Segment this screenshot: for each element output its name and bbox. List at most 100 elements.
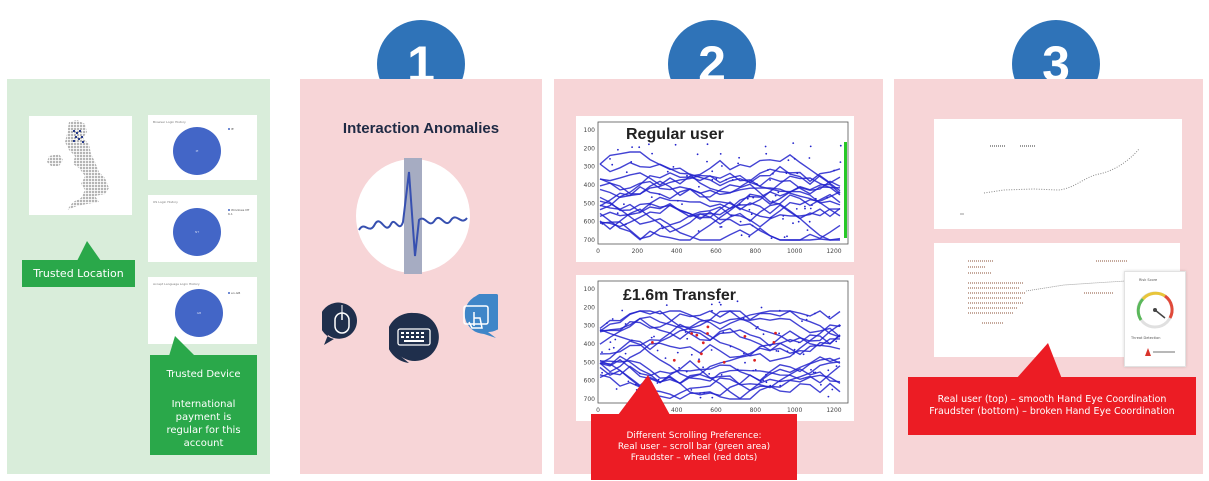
trace-point: [609, 158, 611, 160]
trace-point: [730, 214, 733, 217]
trace-point: [796, 186, 799, 189]
y-tick-label: 700: [584, 396, 596, 403]
wheel-scroll-point: [774, 331, 777, 335]
trace-point: [754, 369, 757, 371]
trace-point: [738, 156, 740, 159]
trace-point: [638, 146, 641, 149]
x-tick-label: 1000: [787, 407, 802, 414]
trace-point: [729, 345, 732, 348]
trace-point: [677, 199, 679, 202]
trace-point: [808, 157, 811, 159]
scroll-trace: [599, 340, 841, 384]
trace-point: [740, 234, 743, 237]
trace-point: [736, 300, 739, 303]
trace-point: [625, 223, 627, 226]
trace-point: [736, 368, 739, 371]
trace-point: [699, 392, 701, 395]
scroll-trace: [599, 175, 841, 233]
trace-point: [621, 309, 624, 312]
wheel-scroll-point: [700, 352, 703, 356]
callout-line: Real user (top) – smooth Hand Eye Coordi…: [937, 394, 1167, 405]
regular-user-plot: 0 200 400 600 800 1000 1200 100 200 300 400 500 600 7…: [576, 116, 854, 262]
trace-point: [625, 171, 628, 174]
y-tick-label: 300: [584, 164, 596, 171]
wheel-scroll-point: [695, 333, 699, 337]
trace-point: [755, 183, 758, 185]
x-tick-label: 400: [671, 248, 683, 255]
trace-point: [711, 309, 713, 312]
trace-point: [696, 153, 699, 156]
trace-point: [805, 318, 808, 321]
trace-point: [706, 160, 708, 163]
trace-point: [706, 143, 709, 146]
trace-point: [782, 218, 784, 220]
trace-point: [777, 350, 780, 353]
trace-point: [814, 371, 817, 374]
trace-point: [678, 367, 680, 369]
trace-point: [810, 368, 812, 371]
mouse-icon: [322, 302, 357, 345]
trace-point: [769, 179, 771, 181]
trace-point: [725, 178, 728, 181]
threat-alert-icon: [1145, 348, 1151, 356]
scroll-trace: [599, 317, 840, 347]
scrolling-preference-callout: Different Scrolling Preference: Real use…: [591, 414, 797, 480]
wheel-scroll-point: [651, 341, 654, 344]
trace-point: [674, 143, 677, 146]
trace-point: [738, 203, 741, 206]
wheel-scroll-point: [701, 341, 705, 345]
trace-point: [606, 322, 608, 324]
card-title: Browser Login History: [153, 120, 186, 124]
trace-point: [722, 331, 725, 334]
trace-point: [684, 331, 687, 333]
trace-point: [775, 350, 778, 352]
trace-point: [719, 303, 722, 306]
trace-point: [634, 383, 637, 386]
trace-point: [786, 350, 789, 353]
trace-point: [608, 348, 611, 351]
trace-point: [648, 143, 650, 146]
trace-point: [772, 172, 774, 175]
wheel-scroll-point: [772, 341, 776, 344]
trace-point: [752, 369, 755, 372]
wheel-scroll-point: [753, 358, 756, 362]
scroll-trace: [599, 356, 841, 397]
trace-point: [786, 235, 788, 238]
scroll-trace: [599, 358, 841, 389]
trace-point: [752, 196, 755, 199]
trace-point: [835, 340, 838, 343]
trace-point: [792, 142, 795, 144]
trace-point: [615, 388, 618, 390]
wheel-scroll-point: [697, 360, 701, 363]
hand-eye-callout: Real user (top) – smooth Hand Eye Coordi…: [908, 377, 1196, 435]
risk-score-widget: Risk Score Threat Detection: [1124, 271, 1186, 367]
trace-point: [719, 153, 722, 155]
y-tick-label: 400: [584, 341, 596, 348]
scroll-trace: [599, 200, 841, 241]
trace-point: [623, 203, 625, 206]
trace-point: [779, 384, 782, 387]
trace-point: [770, 237, 773, 239]
scroll-trace: [599, 204, 841, 228]
smooth-mouse-trace: [960, 145, 1140, 215]
broken-mouse-trace: [968, 260, 1128, 324]
trusted-device-label: Trusted Device: [166, 369, 241, 380]
trace-point: [748, 235, 751, 238]
trace-point: [665, 304, 668, 306]
trace-point: [685, 370, 688, 373]
scroll-trace: [599, 342, 841, 387]
y-tick-label: 200: [584, 304, 596, 311]
pie-label: NT: [194, 230, 200, 234]
trace-point: [742, 317, 745, 320]
trace-point: [721, 165, 723, 167]
trace-point: [783, 236, 786, 238]
trace-point: [601, 223, 604, 225]
y-tick-label: 300: [584, 323, 596, 330]
trace-point: [743, 352, 745, 355]
pie-label: IE: [195, 149, 199, 153]
trace-point: [661, 227, 664, 230]
trace-point: [711, 178, 714, 181]
trace-point: [711, 396, 714, 399]
trace-point: [835, 365, 838, 367]
x-tick-label: 200: [632, 248, 644, 255]
